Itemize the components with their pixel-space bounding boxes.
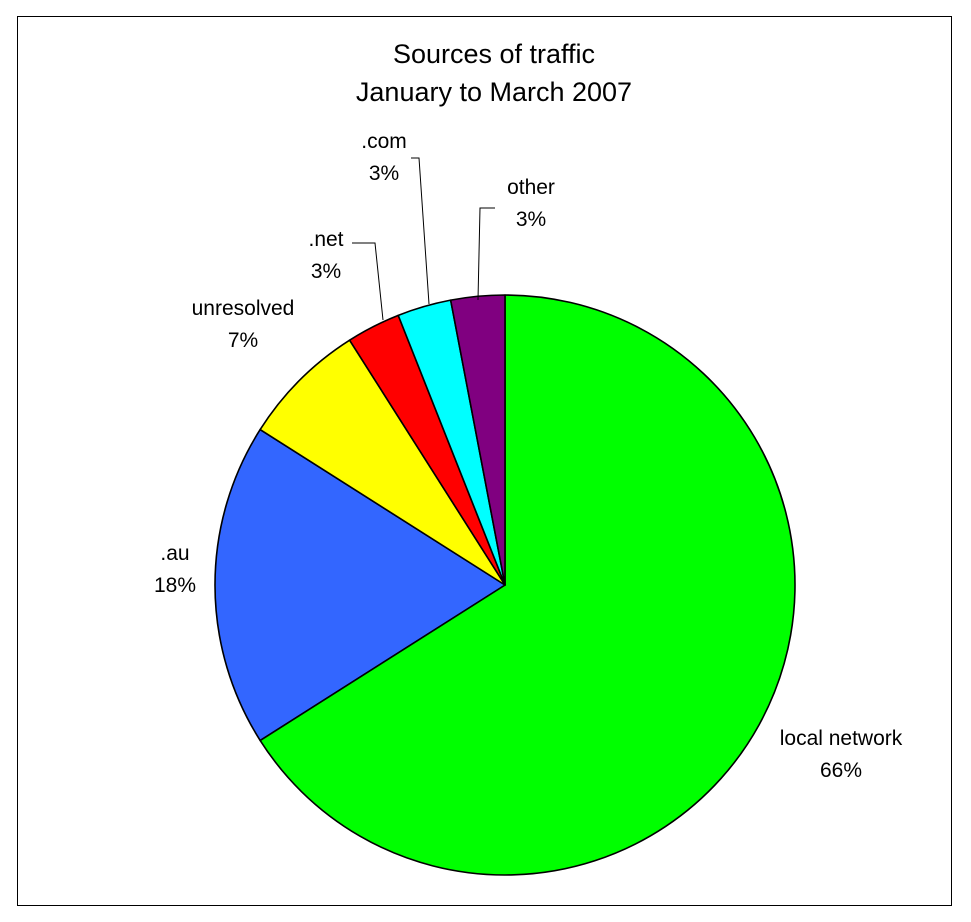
chart-title: Sources of traffic <box>393 39 595 69</box>
slice-label-name-net: .net <box>308 228 343 251</box>
pie-slice-local-network <box>259 294 796 876</box>
leader-line-net <box>352 242 384 321</box>
pie-slice-unresolved <box>259 339 506 586</box>
slice-label-percent-other: 3% <box>516 208 546 231</box>
slice-label-percent-au: 18% <box>154 574 196 597</box>
pie-slices <box>214 294 796 876</box>
slice-label-percent-com: 3% <box>369 162 399 185</box>
slice-label-name-com: .com <box>361 130 407 153</box>
leader-line-other <box>477 207 495 301</box>
slice-labels: local network 66% .au 18% unresolved 7% .net 3%… <box>154 130 903 782</box>
slice-label-percent-local-network: 66% <box>820 759 862 782</box>
slice-label-name-local-network: local network <box>780 727 903 750</box>
pie-slice-au <box>214 428 506 742</box>
leader-line-com <box>411 157 430 305</box>
slice-label-name-au: .au <box>160 542 189 565</box>
leader-lines <box>352 157 495 321</box>
slice-label-name-other: other <box>507 176 555 199</box>
slice-label-percent-net: 3% <box>311 260 341 283</box>
chart-subtitle: January to March 2007 <box>356 77 632 107</box>
slice-label-name-unresolved: unresolved <box>192 297 295 320</box>
slice-label-percent-unresolved: 7% <box>228 329 258 352</box>
